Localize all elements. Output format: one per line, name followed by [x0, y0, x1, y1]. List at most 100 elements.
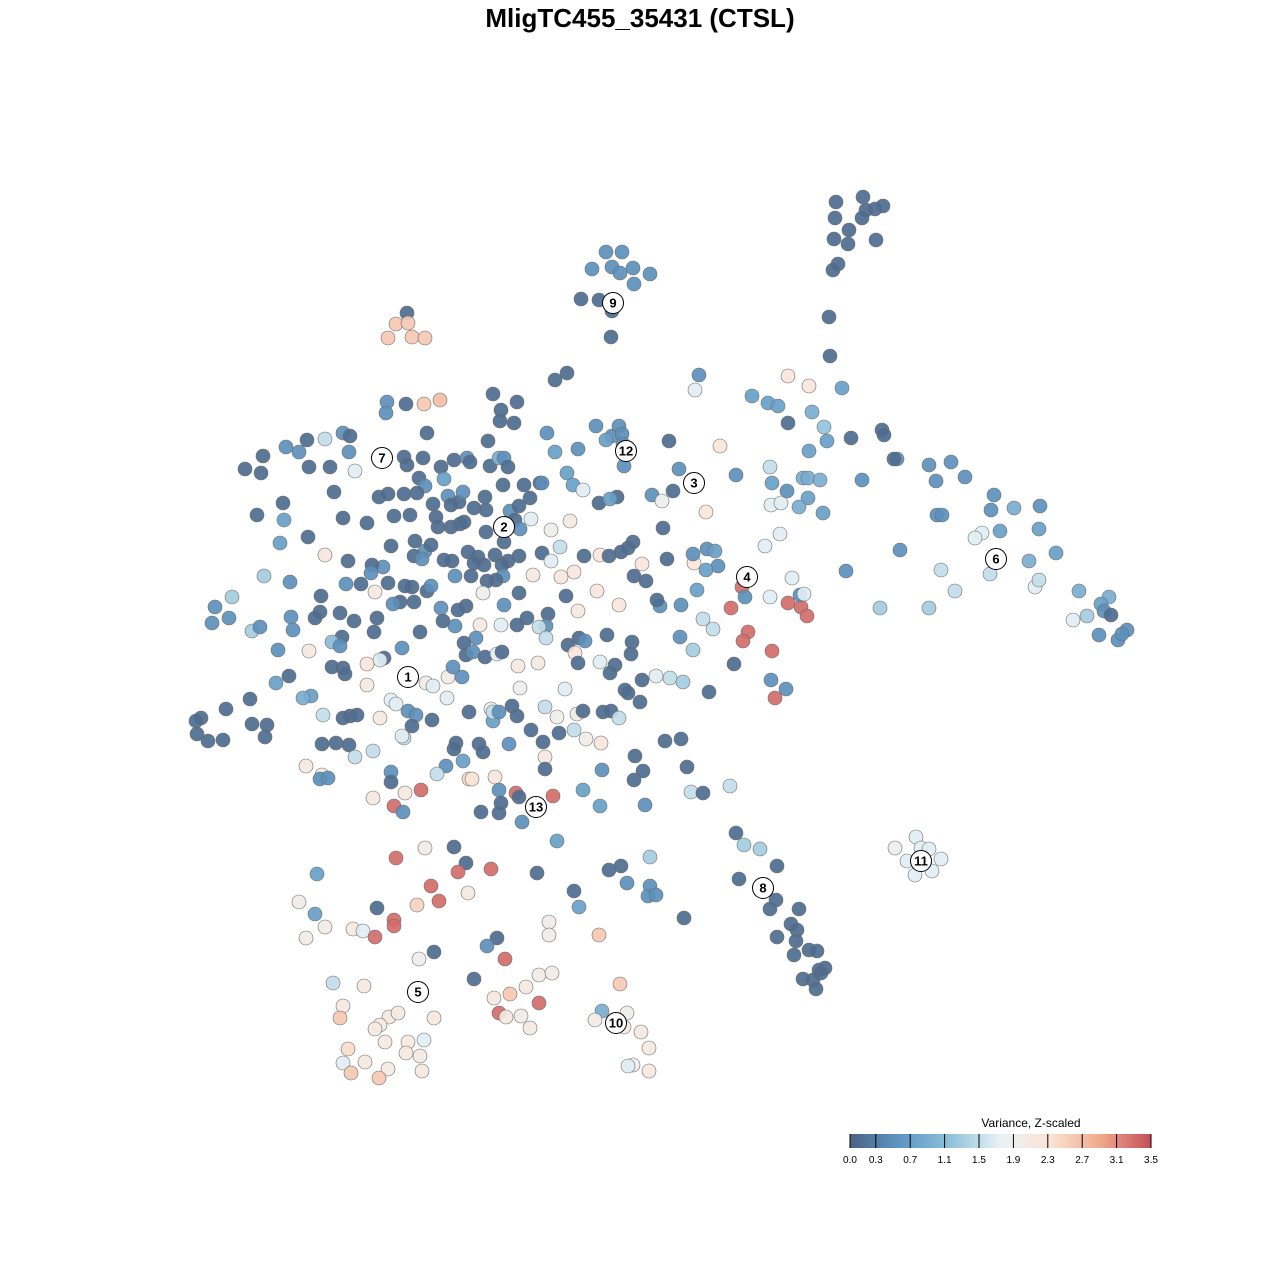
data-point: [840, 236, 856, 252]
data-point: [642, 266, 658, 282]
data-point: [828, 194, 844, 210]
cluster-label-text: 10: [609, 1016, 623, 1031]
data-point: [480, 433, 496, 449]
cluster-label-circle: [910, 850, 932, 872]
data-point: [531, 995, 547, 1011]
data-point: [575, 703, 591, 719]
legend-title: Variance, Z-scaled: [981, 1116, 1080, 1130]
data-point: [414, 551, 430, 567]
data-point: [576, 548, 592, 564]
data-point: [649, 592, 665, 608]
data-point: [473, 804, 489, 820]
data-point: [602, 491, 618, 507]
data-point: [584, 261, 600, 277]
data-point: [687, 382, 703, 398]
data-point: [372, 710, 388, 726]
cluster-label: 10: [605, 1012, 627, 1034]
data-point: [416, 396, 432, 412]
cluster-label-circle: [605, 1012, 627, 1034]
cluster-label-text: 7: [378, 451, 385, 466]
data-point: [767, 690, 783, 706]
data-point: [933, 851, 949, 867]
data-point: [632, 694, 648, 710]
data-point: [494, 644, 510, 660]
data-point: [545, 788, 561, 804]
data-point: [772, 526, 788, 542]
data-point: [659, 551, 675, 567]
data-point: [218, 701, 234, 717]
data-point: [933, 562, 949, 578]
data-point: [992, 523, 1008, 539]
data-point: [450, 864, 466, 880]
data-point: [388, 696, 404, 712]
data-point: [483, 861, 499, 877]
data-point: [342, 428, 358, 444]
data-point: [282, 574, 298, 590]
data-point: [450, 602, 466, 618]
data-point: [390, 1005, 406, 1021]
data-point: [322, 459, 338, 475]
data-point: [511, 585, 527, 601]
data-point: [705, 621, 721, 637]
data-point: [272, 535, 288, 551]
data-point: [221, 610, 237, 626]
cluster-label-text: 2: [500, 520, 507, 535]
data-point: [436, 471, 452, 487]
data-point: [638, 573, 654, 589]
data-point: [518, 979, 534, 995]
data-point: [298, 758, 314, 774]
data-point: [366, 624, 382, 640]
data-point: [541, 914, 557, 930]
data-point: [487, 547, 503, 563]
data-point: [1114, 626, 1130, 642]
data-point: [838, 563, 854, 579]
data-point: [383, 538, 399, 554]
data-point: [773, 495, 789, 511]
data-point: [661, 433, 677, 449]
data-point: [275, 495, 291, 511]
data-point: [534, 475, 550, 491]
data-point: [498, 1009, 514, 1025]
data-point: [675, 674, 691, 690]
data-point: [455, 484, 471, 500]
data-point: [204, 615, 220, 631]
cluster-label: 3: [683, 472, 705, 494]
data-point: [511, 789, 527, 805]
data-point: [332, 1010, 348, 1026]
data-point: [326, 484, 342, 500]
data-point: [707, 543, 723, 559]
data-point: [477, 649, 493, 665]
data-point: [371, 1070, 387, 1086]
data-point: [188, 713, 204, 729]
data-point: [514, 814, 530, 830]
data-point: [461, 704, 477, 720]
data-point: [612, 265, 628, 281]
data-point: [598, 432, 614, 448]
data-point: [886, 451, 902, 467]
data-point: [673, 731, 689, 747]
data-point: [466, 971, 482, 987]
data-point: [414, 1063, 430, 1079]
data-point: [876, 427, 892, 443]
cluster-label-circle: [371, 447, 393, 469]
data-point: [519, 610, 535, 626]
data-point: [947, 583, 963, 599]
data-point: [332, 638, 348, 654]
data-point: [1079, 608, 1095, 624]
data-point: [573, 291, 589, 307]
cluster-label-text: 11: [914, 854, 928, 869]
data-point: [313, 588, 329, 604]
data-point: [770, 398, 786, 414]
data-point: [809, 943, 825, 959]
data-point: [827, 210, 843, 226]
data-point: [412, 1048, 428, 1064]
data-point: [369, 900, 385, 916]
data-point: [712, 438, 728, 454]
data-point: [523, 511, 539, 527]
data-point: [466, 500, 482, 516]
data-point: [553, 569, 569, 585]
data-point: [549, 709, 565, 725]
data-point: [464, 771, 480, 787]
cluster-label-text: 5: [414, 985, 421, 1000]
cluster-label-text: 3: [690, 476, 697, 491]
